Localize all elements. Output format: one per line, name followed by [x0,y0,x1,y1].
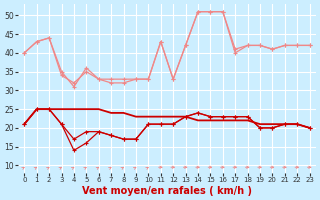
X-axis label: Vent moyen/en rafales ( km/h ): Vent moyen/en rafales ( km/h ) [82,186,252,196]
